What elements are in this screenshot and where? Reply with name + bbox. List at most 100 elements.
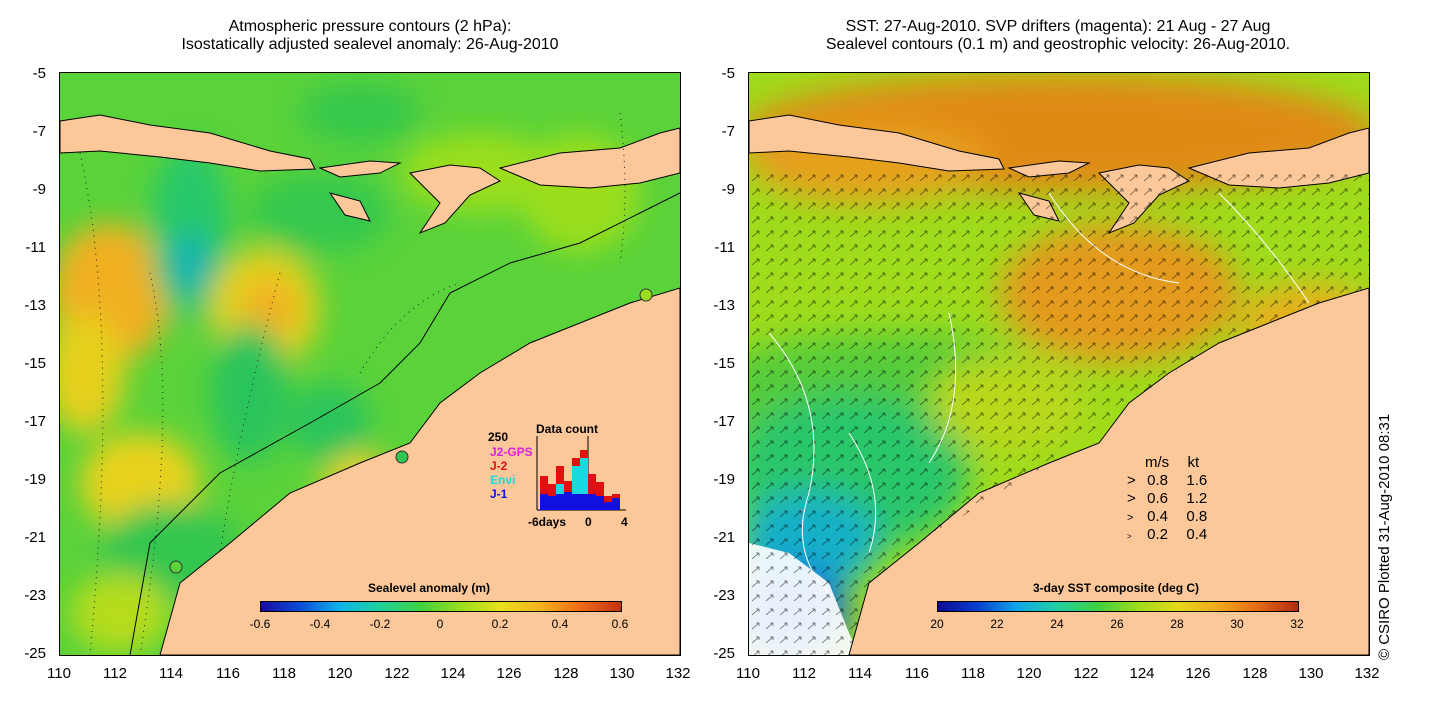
data-count-title: Data count	[536, 422, 599, 436]
sealevel-tick: -0.4	[309, 617, 331, 631]
left-x-tick: 120	[327, 665, 353, 682]
sealevel-tick: -0.2	[369, 617, 391, 631]
sst-tick: 24	[1050, 617, 1064, 631]
right-y-tick: -5	[721, 65, 735, 82]
sealevel-tick: 0.2	[491, 617, 509, 631]
left-y-tick: -17	[24, 413, 46, 430]
sst-tick: 28	[1170, 617, 1184, 631]
right-y-tick: -17	[713, 413, 735, 430]
sealevel-colorbar: Sealevel anomaly (m) -0.6 -0.4 -0.2 0 0.…	[250, 577, 629, 637]
sst-map[interactable]: m/s kt > 0.8 1.6 > 0.6 1.2 > 0.4 0.8 > 0…	[748, 72, 1370, 656]
left-x-tick: 114	[159, 665, 183, 682]
sst-colorbar-gradient	[937, 601, 1299, 612]
right-x-tick: 112	[792, 665, 816, 682]
left-title-line2: Isostatically adjusted sealevel anomaly:…	[181, 36, 559, 53]
legend-j-1: J-1	[490, 487, 508, 501]
left-y-tick: -5	[32, 65, 46, 82]
arrow-icon: >	[1127, 472, 1136, 489]
right-y-tick: -25	[713, 645, 735, 662]
sealevel-tick: 0.6	[611, 617, 629, 631]
sealevel-colorbar-gradient	[260, 601, 622, 612]
velocity-ms: 0.4	[1147, 508, 1169, 525]
legend-envi: Envi	[490, 473, 516, 487]
sst-tick: 22	[990, 617, 1004, 631]
left-x-tick: 132	[665, 665, 691, 682]
legend-j-2: J-2	[490, 459, 508, 473]
arrow-icon: >	[1127, 512, 1134, 524]
data-count-histogram	[536, 436, 626, 511]
sst-colorbar-label: 3-day SST composite (deg C)	[1033, 581, 1200, 595]
right-y-tick: -19	[713, 471, 735, 488]
velocity-ms: 0.8	[1147, 472, 1169, 489]
right-y-tick: -7	[721, 123, 735, 140]
left-x-tick: 122	[384, 665, 410, 682]
sealevel-anomaly-map[interactable]: Data count 250 J2-GPS J-2 Envi J-1 -6day…	[59, 72, 681, 656]
arrow-icon: >	[1127, 490, 1136, 507]
sst-colorbar: 3-day SST composite (deg C) 20 22 24 26 …	[930, 577, 1303, 637]
left-title: Atmospheric pressure contours (2 hPa): I…	[60, 18, 680, 54]
left-y-tick: -7	[32, 123, 46, 140]
left-title-line1: Atmospheric pressure contours (2 hPa):	[228, 18, 512, 35]
right-y-tick: -13	[713, 297, 735, 314]
right-x-tick: 110	[736, 665, 760, 682]
right-x-tick: 116	[905, 665, 929, 682]
sst-tick: 32	[1290, 617, 1304, 631]
right-x-tick: 120	[1016, 665, 1042, 682]
sst-tick: 30	[1230, 617, 1244, 631]
right-title: SST: 27-Aug-2010. SVP drifters (magenta)…	[748, 18, 1368, 54]
right-x-tick: 114	[848, 665, 872, 682]
left-x-tick: 126	[496, 665, 522, 682]
velocity-legend-row: > 0.6 1.2	[1127, 491, 1207, 507]
right-x-tick: 130	[1298, 665, 1324, 682]
left-y-tick: -15	[24, 355, 46, 372]
velocity-kt: 0.8	[1186, 508, 1208, 525]
left-y-tick: -11	[25, 239, 46, 256]
right-x-tick: 122	[1073, 665, 1099, 682]
velocity-kt: 1.2	[1186, 490, 1208, 507]
sealevel-tick: -0.6	[249, 617, 271, 631]
left-x-tick: 116	[216, 665, 240, 682]
right-x-tick: 118	[961, 665, 985, 682]
left-y-tick: -25	[24, 645, 46, 662]
left-x-tick: 124	[440, 665, 466, 682]
velocity-legend-kt-header: kt	[1187, 454, 1200, 471]
sealevel-tick: 0	[436, 617, 444, 631]
sealevel-map-svg	[60, 73, 680, 655]
velocity-legend-row: > 0.2 0.4	[1127, 527, 1207, 545]
data-count-x-zero: 0	[585, 515, 592, 529]
left-y-tick: -19	[24, 471, 46, 488]
right-x-tick: 124	[1129, 665, 1155, 682]
left-y-tick: -13	[24, 297, 46, 314]
data-count-x-start: -6days	[528, 515, 567, 529]
right-y-tick: -23	[713, 587, 735, 604]
left-x-tick: 110	[47, 665, 71, 682]
right-y-tick: -21	[713, 529, 735, 546]
left-x-tick: 118	[272, 665, 296, 682]
velocity-ms: 0.2	[1147, 526, 1169, 543]
left-y-tick: -23	[24, 587, 46, 604]
left-y-tick: -9	[32, 181, 46, 198]
sst-tick: 26	[1110, 617, 1124, 631]
velocity-legend-header: m/s kt	[1145, 455, 1199, 471]
velocity-legend-row: > 0.4 0.8	[1127, 509, 1207, 526]
left-x-tick: 112	[103, 665, 127, 682]
right-title-line1: SST: 27-Aug-2010. SVP drifters (magenta)…	[845, 18, 1271, 35]
velocity-kt: 1.6	[1186, 472, 1208, 489]
arrow-icon: >	[1127, 532, 1132, 541]
data-count-inset: Data count 250 J2-GPS J-2 Envi J-1 -6day…	[488, 421, 638, 531]
left-y-tick: -21	[24, 529, 46, 546]
right-x-tick: 132	[1354, 665, 1380, 682]
velocity-ms: 0.6	[1147, 490, 1169, 507]
velocity-legend: m/s kt > 0.8 1.6 > 0.6 1.2 > 0.4 0.8 > 0…	[1125, 455, 1235, 545]
velocity-legend-row: > 0.8 1.6	[1127, 473, 1207, 489]
legend-j2-gps: J2-GPS	[490, 445, 533, 459]
sst-tick: 20	[930, 617, 944, 631]
right-y-tick: -9	[721, 181, 735, 198]
left-x-tick: 130	[609, 665, 635, 682]
data-count-x-end: 4	[621, 515, 628, 529]
right-title-line2: Sealevel contours (0.1 m) and geostrophi…	[825, 36, 1291, 53]
sst-map-svg	[749, 73, 1369, 655]
velocity-kt: 0.4	[1186, 526, 1208, 543]
right-y-tick: -11	[714, 239, 735, 256]
credit-text: © CSIRO Plotted 31-Aug-2010 08:31	[1376, 413, 1393, 660]
